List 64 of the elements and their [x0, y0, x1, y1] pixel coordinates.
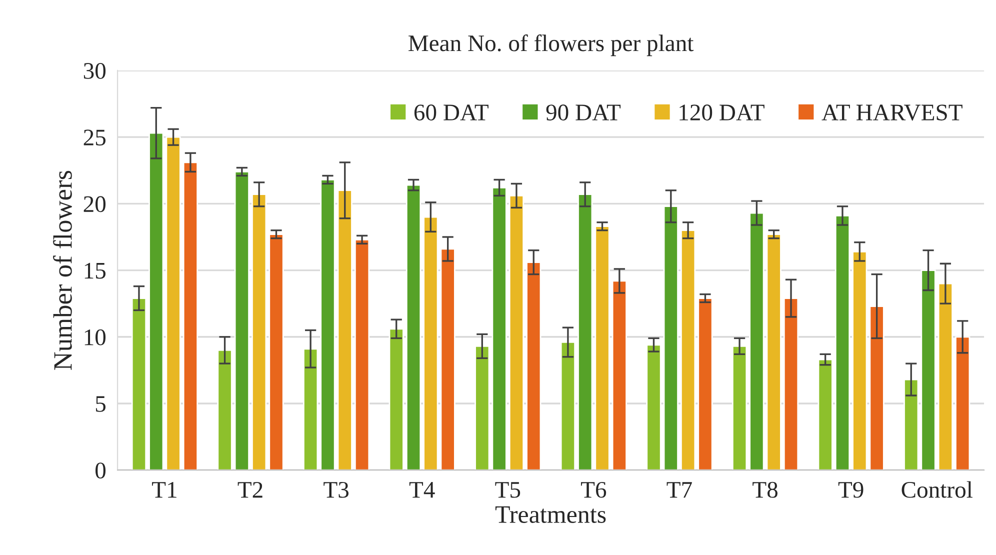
- bar: [217, 350, 232, 470]
- bar: [834, 214, 850, 470]
- bar: [732, 346, 748, 470]
- bar: [955, 336, 970, 470]
- bar: [320, 179, 336, 470]
- x-tick-label: T2: [238, 482, 262, 498]
- bar: [303, 348, 318, 470]
- x-axis-title: Treatments: [495, 506, 606, 523]
- bar: [423, 216, 438, 470]
- bar: [904, 378, 919, 470]
- bar: [783, 298, 799, 470]
- legend-label: 120 DAT: [680, 104, 764, 120]
- bar: [818, 358, 833, 470]
- legend-label: AT HARVEST: [822, 104, 962, 121]
- bar: [612, 280, 627, 470]
- bar: [492, 187, 507, 470]
- bar: [698, 298, 713, 470]
- x-tick-label: T1: [152, 482, 176, 498]
- legend-label: 60 DAT: [414, 104, 488, 120]
- bar: [406, 184, 422, 470]
- bar: [252, 194, 267, 470]
- bar: [131, 298, 147, 470]
- x-tick-label: T9: [838, 482, 864, 498]
- x-tick-label: T3: [324, 482, 348, 498]
- bar: [766, 234, 782, 470]
- y-tick-label: 10: [84, 329, 106, 346]
- bar: [182, 162, 198, 470]
- bar: [388, 328, 404, 470]
- bar: [594, 226, 610, 470]
- bar: [749, 212, 764, 470]
- bar: [869, 306, 884, 470]
- bar: [560, 342, 576, 470]
- bar: [646, 344, 662, 470]
- bar: [337, 190, 352, 470]
- y-tick-label: 20: [84, 196, 106, 212]
- bar: [234, 171, 250, 470]
- x-tick-label: T4: [409, 482, 435, 498]
- legend-label: 90 DAT: [546, 104, 621, 120]
- y-tick-label: 25: [84, 130, 106, 146]
- bar: [440, 248, 456, 470]
- x-tick-label: T6: [581, 482, 606, 498]
- chart-title: Mean No. of flowers per plant: [408, 34, 694, 56]
- bar: [268, 234, 284, 470]
- x-tick-label: Control: [902, 481, 972, 498]
- x-tick-label: T7: [666, 482, 692, 498]
- bar: [526, 262, 542, 470]
- y-axis-title: Number of flowers: [53, 170, 72, 370]
- bar: [474, 346, 490, 470]
- bar: [680, 230, 696, 470]
- y-tick-label: 0: [96, 462, 106, 479]
- y-tick-label: 30: [84, 62, 106, 79]
- bar: [938, 282, 953, 470]
- x-tick-label: T8: [752, 482, 778, 498]
- bar: [852, 250, 868, 470]
- bar: [663, 206, 678, 470]
- bar: [148, 132, 164, 470]
- bar: [508, 195, 524, 470]
- bar: [166, 136, 181, 470]
- y-tick-label: 15: [84, 262, 106, 279]
- bar: [578, 194, 593, 470]
- y-tick-label: 5: [96, 396, 106, 412]
- x-tick-label: T5: [495, 482, 520, 498]
- bar: [920, 270, 936, 470]
- bar: [354, 238, 370, 470]
